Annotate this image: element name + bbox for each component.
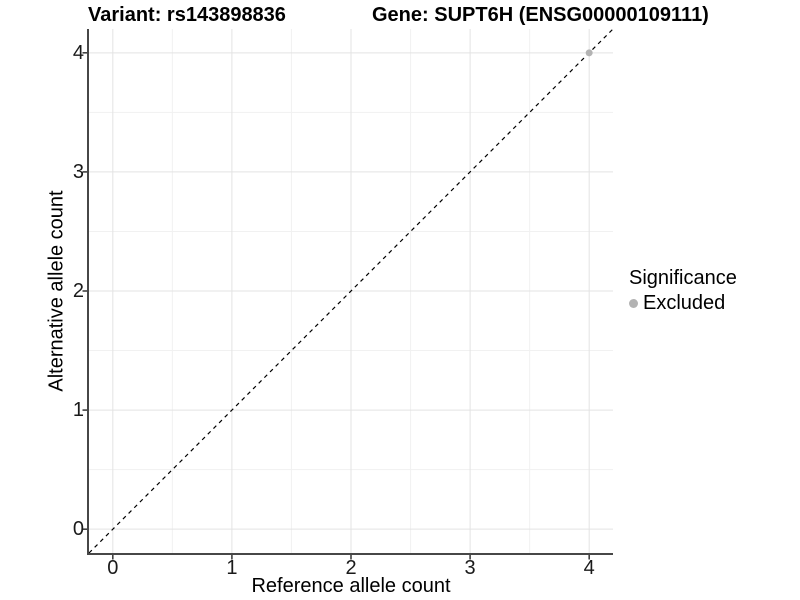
legend-title: Significance <box>629 267 737 289</box>
legend-item-excluded: Excluded <box>629 291 737 316</box>
legend-item-label: Excluded <box>643 292 726 314</box>
legend-point-icon <box>629 299 638 308</box>
x-tick-label: 1 <box>226 557 238 579</box>
x-tick-label: 3 <box>464 557 476 579</box>
legend: Significance Excluded <box>629 266 737 316</box>
variant-title: Variant: rs143898836 <box>88 4 286 26</box>
y-axis-title: Alternative allele count <box>45 190 68 392</box>
y-tick-label: 4 <box>72 41 84 64</box>
x-tick-label: 2 <box>345 557 357 579</box>
y-tick-label: 3 <box>72 160 84 183</box>
gene-title: Gene: SUPT6H (ENSG00000109111) <box>372 4 709 26</box>
x-axis-title: Reference allele count <box>251 575 451 597</box>
y-tick-label: 2 <box>72 280 84 302</box>
x-tick-label: 4 <box>583 557 595 579</box>
x-tick-label: 0 <box>107 557 119 579</box>
data-point <box>585 49 593 57</box>
plot-panel <box>82 28 614 560</box>
identity-line <box>88 28 614 554</box>
y-tick-label: 0 <box>72 518 84 541</box>
y-tick-label: 1 <box>72 399 84 422</box>
